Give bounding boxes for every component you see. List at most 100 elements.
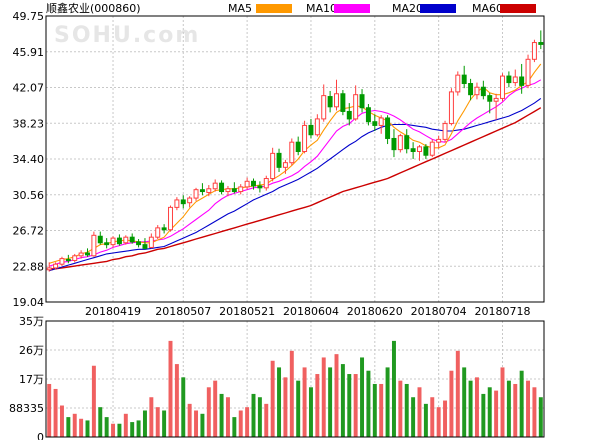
candle-body: [257, 185, 263, 189]
candle: [442, 120, 448, 143]
candle-body: [59, 258, 65, 265]
candle: [263, 175, 269, 191]
volume-bar: [117, 423, 122, 437]
volume-tick-label: 26万: [19, 344, 44, 357]
candle-body: [180, 199, 186, 205]
candle-body: [448, 91, 454, 125]
candle-body: [97, 235, 103, 244]
candle: [282, 159, 288, 174]
legend-swatch-ma60: [500, 4, 536, 13]
volume-bar: [206, 387, 211, 437]
candle: [276, 148, 282, 172]
candle-body: [244, 180, 250, 188]
volume-bar: [219, 393, 224, 437]
volume-bar: [149, 397, 154, 437]
moving-average-lines: [49, 63, 542, 272]
candle: [410, 142, 416, 159]
volume-bar: [538, 397, 543, 437]
candle-body: [72, 255, 78, 261]
volume-bar: [251, 393, 256, 437]
volume-bar: [474, 377, 479, 437]
candle: [372, 114, 378, 132]
candle: [308, 118, 314, 139]
candle-body: [238, 186, 244, 193]
candle: [289, 138, 295, 166]
price-tick-label: 19.04: [13, 296, 45, 309]
candle: [116, 234, 122, 246]
volume-panel-frame: [45, 320, 545, 438]
volume-bar: [187, 403, 192, 437]
volume-bar: [411, 397, 416, 437]
candle-body: [65, 259, 71, 262]
candle-body: [295, 141, 301, 153]
candle: [212, 179, 218, 192]
candle: [193, 187, 199, 201]
candle: [231, 182, 237, 194]
candle: [59, 256, 65, 267]
volume-bar: [123, 413, 128, 437]
price-tick-label: 45.91: [13, 46, 45, 59]
candle: [238, 184, 244, 195]
price-tick-label: 30.56: [13, 189, 45, 202]
candle-body: [251, 180, 256, 187]
candle-body: [302, 124, 308, 153]
candle: [53, 262, 59, 270]
candle: [493, 93, 499, 120]
candle: [206, 185, 212, 197]
candle: [148, 233, 154, 249]
volume-bar: [360, 357, 365, 437]
candle-body: [282, 162, 288, 168]
candle: [385, 115, 391, 145]
legend: MA5 MA10 MA20 MA60: [228, 2, 536, 15]
candle-body: [493, 97, 499, 102]
candle: [180, 195, 186, 209]
volume-bar: [296, 380, 301, 437]
volume-bar: [66, 417, 71, 437]
candle: [436, 135, 442, 149]
ma60-line: [49, 107, 542, 270]
candle: [531, 39, 537, 63]
candle: [225, 185, 231, 197]
price-tick-label: 22.88: [13, 260, 45, 273]
volume-bar: [72, 413, 77, 437]
candle-body: [174, 199, 180, 208]
volume-bar: [174, 364, 179, 437]
volume-bar: [500, 367, 505, 437]
price-tick-label: 49.75: [13, 10, 45, 23]
candle: [538, 30, 544, 50]
date-tick-label: 20180507: [155, 305, 211, 318]
candle-body: [442, 123, 448, 140]
candle-body: [123, 236, 129, 244]
volume-bar: [91, 365, 96, 437]
candle-body: [276, 152, 282, 168]
candle-body: [391, 137, 397, 151]
price-tick-label: 42.07: [13, 82, 45, 95]
volume-bar: [423, 403, 428, 437]
candle: [500, 73, 505, 102]
volume-bar: [334, 354, 339, 437]
candle-body: [193, 189, 199, 199]
volume-bar: [430, 397, 435, 437]
volume-bar: [245, 407, 250, 437]
candle-body: [487, 95, 493, 102]
candle-body: [397, 135, 403, 151]
candle: [417, 144, 422, 161]
volume-bar: [155, 407, 160, 437]
volume-bar: [481, 393, 486, 437]
candle-body: [212, 182, 218, 190]
candle: [359, 89, 365, 113]
candle-body: [378, 117, 384, 126]
candle-body: [429, 141, 435, 156]
volume-bar: [519, 370, 524, 437]
candle-body: [512, 76, 518, 84]
candle: [155, 225, 161, 240]
candle-body: [270, 152, 276, 180]
candle: [365, 104, 371, 126]
candle: [346, 103, 352, 126]
volume-bar: [366, 370, 371, 437]
candle-body: [225, 188, 231, 193]
volume-bar: [513, 383, 518, 437]
volume-bar: [213, 380, 218, 437]
volume-bar: [487, 387, 492, 437]
volume-bar: [264, 403, 269, 437]
